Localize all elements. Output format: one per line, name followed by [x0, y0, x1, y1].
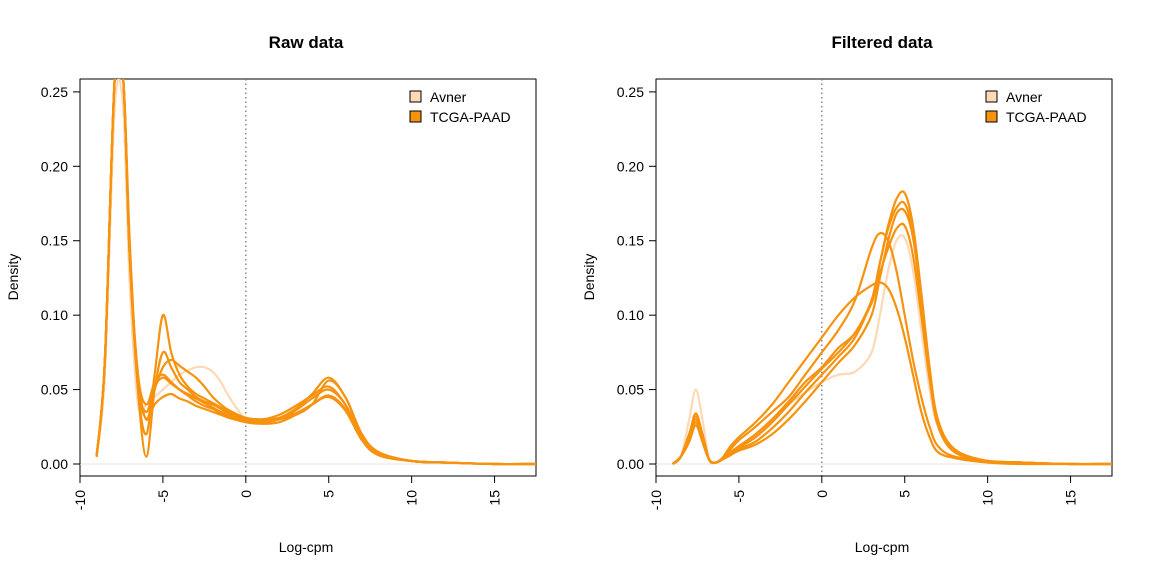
x-tick-label: -10: [648, 490, 664, 510]
x-tick-label: 0: [238, 490, 254, 498]
legend-swatch-avner: [985, 90, 998, 103]
y-axis-label: Density: [5, 254, 21, 301]
y-tick-label: 0.15: [617, 233, 644, 249]
series-line-tcga-paad-1: [671, 190, 1112, 466]
series-line-tcga-paad-5: [671, 222, 1112, 466]
x-tick-label: 15: [1063, 490, 1079, 506]
x-tick-label: -5: [731, 490, 747, 503]
y-axis-label: Density: [581, 254, 597, 301]
x-tick-label: 10: [404, 490, 420, 506]
panel-raw-data: Raw data -10 -5 0 5 10 15 0.00 0.05 0.10 0.15 0.2…: [5, 33, 537, 555]
x-tick-label: -10: [72, 490, 88, 510]
y-tick-label: 0.10: [41, 307, 68, 323]
x-tick-label: 10: [980, 490, 996, 506]
series-line-avner-0: [95, 79, 536, 466]
legend-label-avner: Avner: [1006, 89, 1043, 105]
x-tick-label: 5: [321, 490, 337, 498]
y-tick-label: 0.00: [41, 456, 68, 472]
legend-label-avner: Avner: [430, 89, 467, 105]
legend: Avner TCGA-PAAD: [409, 89, 511, 125]
series-line-tcga-paad-2: [671, 231, 1112, 466]
legend-label-tcga-paad: TCGA-PAAD: [430, 109, 511, 125]
x-tick-label: 5: [897, 490, 913, 498]
x-tick-label: 15: [487, 490, 503, 506]
x-tick-label: -5: [155, 490, 171, 503]
y-tick-label: 0.05: [617, 382, 644, 398]
chart-title: Raw data: [269, 33, 344, 52]
legend-label-tcga-paad: TCGA-PAAD: [1006, 109, 1087, 125]
legend-swatch-avner: [409, 90, 422, 103]
x-axis-label: Log-cpm: [855, 539, 909, 555]
y-tick-label: 0.25: [41, 84, 68, 100]
y-tick-label: 0.25: [617, 84, 644, 100]
legend: Avner TCGA-PAAD: [985, 89, 1087, 125]
y-tick-label: 0.20: [41, 158, 68, 174]
legend-swatch-tcga-paad: [409, 110, 422, 123]
series-line-tcga-paad-4: [671, 200, 1112, 466]
x-axis-label: Log-cpm: [279, 539, 333, 555]
x-tick-label: 0: [814, 490, 830, 498]
legend-swatch-tcga-paad: [985, 110, 998, 123]
series-line-tcga-paad-6: [671, 207, 1112, 466]
y-tick-label: 0.15: [41, 233, 68, 249]
series-line-avner-0: [671, 234, 1112, 466]
series-line-tcga-paad-3: [671, 281, 1112, 466]
y-tick-label: 0.05: [41, 382, 68, 398]
series-line-tcga-paad-6: [95, 79, 536, 466]
y-tick-label: 0.00: [617, 456, 644, 472]
plot-box: [655, 78, 1113, 477]
y-tick-label: 0.10: [617, 307, 644, 323]
panel-filtered-data: Filtered data -10 -5 0 5 10 15 0.00 0.05 0.10 0.…: [581, 33, 1113, 555]
chart-title: Filtered data: [831, 33, 933, 52]
y-tick-label: 0.20: [617, 158, 644, 174]
